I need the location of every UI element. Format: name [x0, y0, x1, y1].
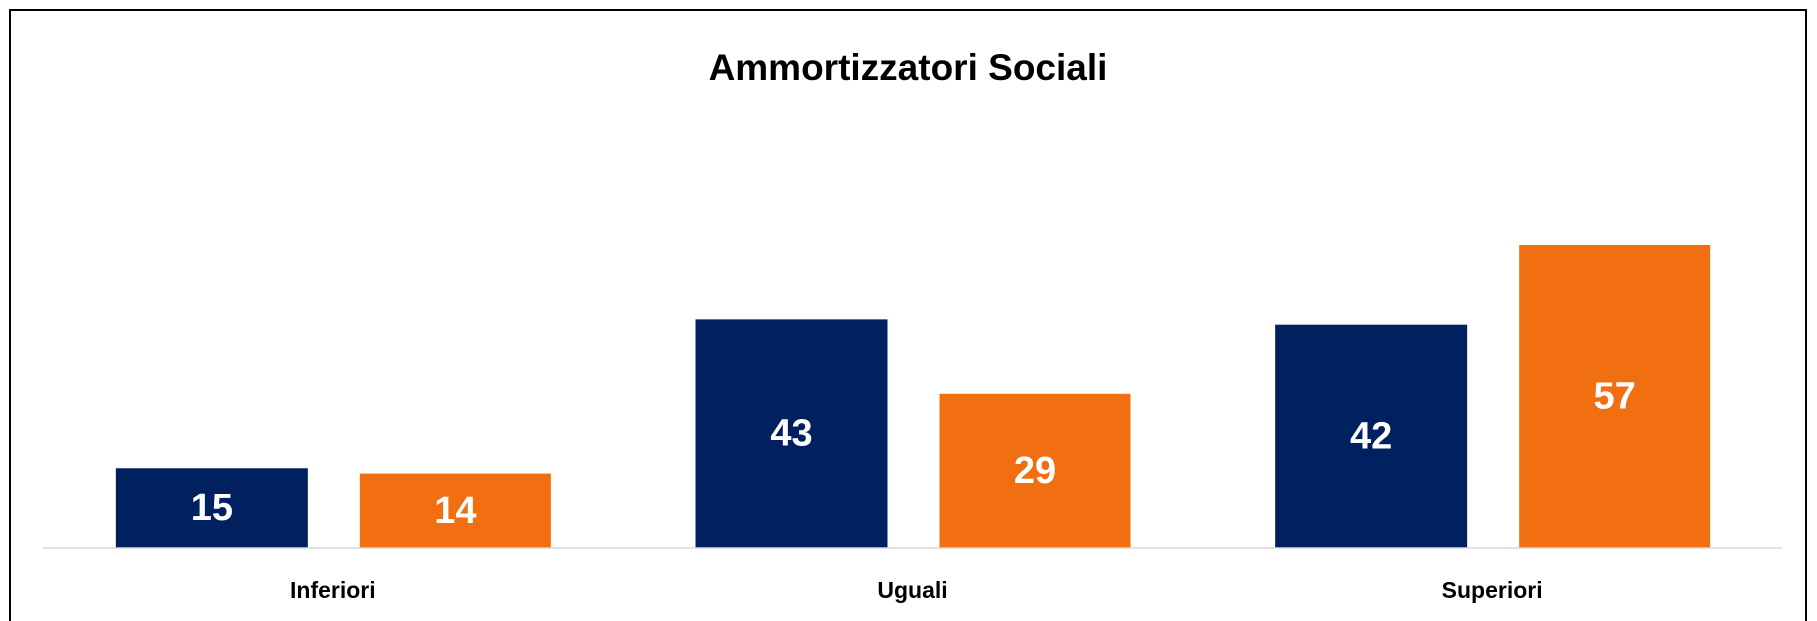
x-tick-label: Uguali [877, 577, 947, 603]
data-label: 42 [1350, 415, 1392, 457]
data-label: 15 [191, 487, 233, 529]
data-label: 29 [1014, 450, 1056, 492]
bar [1275, 324, 1468, 548]
chart-title: Ammortizzatori Sociali [709, 47, 1108, 88]
chart-frame [9, 9, 1807, 621]
bar [1519, 244, 1711, 548]
x-tick-label: Superiori [1442, 577, 1543, 603]
data-label: 43 [770, 413, 812, 455]
bar [695, 319, 888, 548]
data-label: 57 [1594, 376, 1636, 418]
bar [359, 473, 551, 548]
bar [939, 393, 1131, 548]
x-tick-label: Inferiori [290, 577, 376, 603]
bar [115, 468, 308, 548]
data-label: 14 [434, 490, 476, 532]
